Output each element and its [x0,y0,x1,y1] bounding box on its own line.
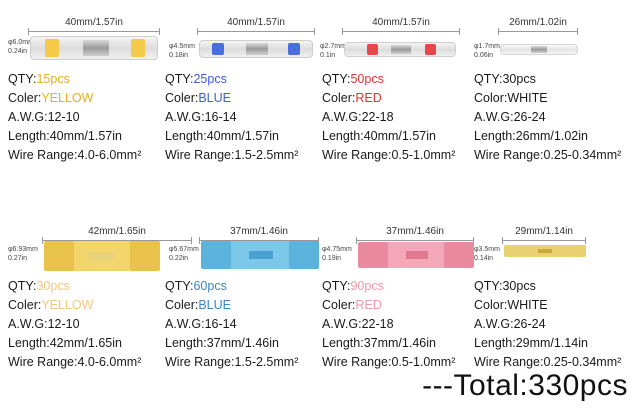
length-dimension: 40mm/1.57in [28,16,160,35]
diameter-label: φ4.75mm 0.19in [322,246,352,262]
diameter-label: φ1.7mm 0.06in [474,43,500,59]
specs-list: QTY:30pcs Coler:YELLOW A.W.G:12-10 Lengt… [8,279,142,369]
diameter-label: φ3.5mm 0.14in [474,246,500,262]
color-value: BLUE [198,91,231,105]
length-dimension: 40mm/1.57in [342,16,460,35]
heat-shrink-connector-image [44,241,160,271]
heat-shrink-connector-image [504,245,586,257]
qty-value: 30pcs [502,72,536,86]
solder-sleeve-image [199,40,313,58]
specs-list: QTY:15pcs Coler:YELLOW A.W.G:12-10 Lengt… [8,72,142,162]
product-card-bottom-2: 37mm/1.46in φ5.67mm 0.22in QTY:60pcs Cole… [165,225,323,415]
specs-list: QTY:30pcs Color:WHITE A.W.G:26-24 Length… [474,72,622,162]
solder-sleeve-image [344,42,456,57]
color-value: RED [355,91,382,105]
qty-value: 30pcs [36,279,70,293]
product-card-top-1: 40mm/1.57in φ6.0mm 0.24in QTY:15pcs Coler… [8,16,166,206]
color-value: WHITE [507,91,548,105]
specs-list: QTY:50pcs Coler:RED A.W.G:22-18 Length:4… [322,72,456,162]
color-value: RED [355,298,382,312]
specs-list: QTY:25pcs Coler:BLUE A.W.G:16-14 Length:… [165,72,299,162]
diameter-label: φ6.93mm 0.27in [8,246,38,262]
specs-list: QTY:90pcs Coler:RED A.W.G:22-18 Length:3… [322,279,456,369]
heat-shrink-connector-image [358,242,474,268]
length-dimension: 40mm/1.57in [197,16,315,35]
total-count: ---Total:330pcs [422,369,628,402]
product-card-bottom-1: 42mm/1.65in φ6.93mm 0.27in QTY:30pcs Cole… [8,225,192,415]
product-card-top-3: 40mm/1.57in φ2.7mm 0.1in QTY:50pcs Coler:… [320,16,480,206]
length-dimension: 37mm/1.46in [199,225,319,244]
length-dimension: 26mm/1.02in [498,16,578,35]
specs-list: QTY:30pcs Color:WHITE A.W.G:26-24 Length… [474,279,622,369]
specs-list: QTY:60pcs Coler:BLUE A.W.G:16-14 Length:… [165,279,299,369]
diameter-label: φ6.0mm 0.24in [8,39,34,55]
heat-shrink-connector-image [201,241,319,269]
length-dimension: 37mm/1.46in [356,225,474,244]
color-value: YELLOW [41,298,94,312]
product-card-bottom-3: 37mm/1.46in φ4.75mm 0.19in QTY:90pcs Cole… [322,225,480,415]
solder-sleeve-image [30,36,158,60]
qty-value: 30pcs [502,279,536,293]
length-dimension: 29mm/1.14in [502,225,586,244]
color-value: BLUE [198,298,231,312]
color-value: YELLOW [41,91,94,105]
product-card-top-2: 40mm/1.57in φ4.5mm 0.18in QTY:25pcs Coler… [165,16,323,206]
solder-sleeve-image [500,44,578,55]
qty-value: 25pcs [193,72,227,86]
length-dimension: 42mm/1.65in [42,225,192,244]
qty-value: 90pcs [350,279,384,293]
diameter-label: φ5.67mm 0.22in [169,246,199,262]
qty-value: 60pcs [193,279,227,293]
diameter-label: φ2.7mm 0.1in [320,43,346,59]
qty-value: 15pcs [36,72,70,86]
qty-value: 50pcs [350,72,384,86]
diameter-label: φ4.5mm 0.18in [169,43,195,59]
product-card-bottom-4: 29mm/1.14in φ3.5mm 0.14in QTY:30pcs Color… [474,225,632,415]
color-value: WHITE [507,298,548,312]
product-card-top-4: 26mm/1.02in φ1.7mm 0.06in QTY:30pcs Color… [474,16,632,206]
